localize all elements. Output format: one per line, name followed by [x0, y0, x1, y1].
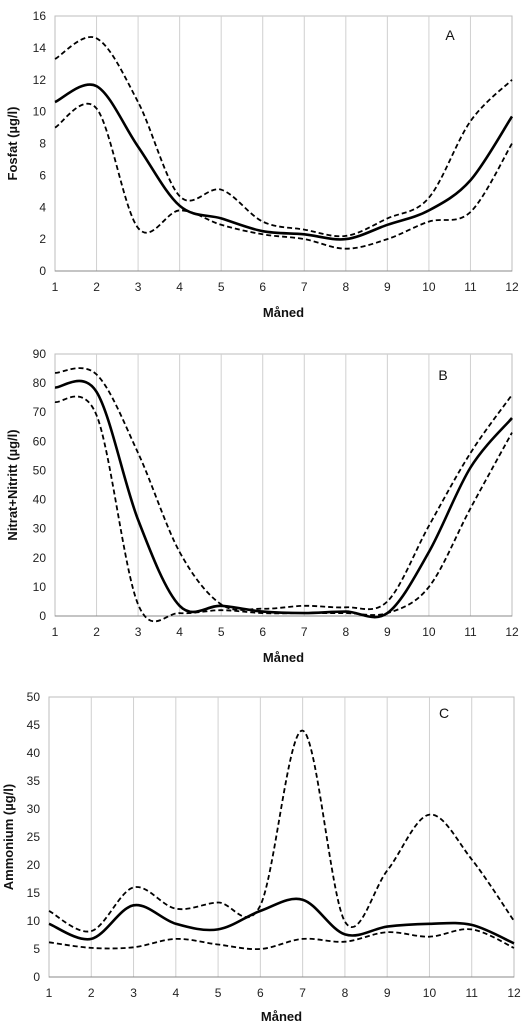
y-tick-label: 40 — [33, 493, 47, 507]
plot-area — [54, 353, 513, 617]
y-tick-label: 0 — [33, 970, 40, 984]
x-tick-label: 12 — [505, 625, 519, 639]
y-tick-label: 80 — [33, 376, 47, 390]
y-tick-label: 12 — [33, 73, 47, 87]
chart-panel-b: 1 2 3 4 5 6 7 8 9 10 11 120102030405060708090BMåned… — [5, 347, 519, 665]
panel-letter: C — [439, 705, 449, 721]
plot-area — [48, 696, 515, 978]
chart-panel-a: 1 2 3 4 5 6 7 8 9 10 11 120246810121416AMånedFosfat… — [5, 9, 519, 320]
y-tick-label: 20 — [33, 551, 47, 565]
x-tick-label: 2 — [93, 625, 100, 639]
x-tick-label: 5 — [215, 986, 222, 1000]
y-tick-label: 14 — [33, 41, 47, 55]
x-tick-label: 9 — [384, 986, 391, 1000]
x-tick-label: 8 — [342, 986, 349, 1000]
y-tick-label: 16 — [33, 9, 47, 23]
series-line-dashed-2 — [48, 928, 515, 951]
x-tick-label: 1 — [46, 986, 53, 1000]
y-tick-label: 4 — [39, 200, 46, 214]
y-tick-label: 6 — [39, 168, 46, 182]
x-tick-label: 2 — [93, 280, 100, 294]
series-line-solid-1 — [48, 897, 515, 945]
y-tick-label: 60 — [33, 434, 47, 448]
x-axis-label: Måned — [263, 650, 304, 665]
x-tick-label: 9 — [384, 625, 391, 639]
panel-letter: B — [438, 367, 447, 383]
x-axis-label: Måned — [261, 1009, 302, 1024]
x-tick-label: 8 — [342, 280, 349, 294]
y-tick-label: 35 — [27, 774, 41, 788]
y-tick-label: 25 — [27, 830, 41, 844]
y-tick-label: 20 — [27, 858, 41, 872]
x-tick-label: 4 — [176, 280, 183, 294]
y-tick-label: 50 — [33, 463, 47, 477]
x-tick-label: 11 — [465, 986, 478, 1000]
x-tick-label: 11 — [464, 625, 477, 639]
y-tick-label: 30 — [27, 802, 41, 816]
y-axis-label: Nitrat+Nitritt (µg/l) — [5, 429, 20, 540]
x-tick-label: 3 — [135, 280, 142, 294]
series-line-dashed-2 — [54, 102, 513, 250]
y-tick-label: 0 — [39, 609, 46, 623]
x-tick-label: 11 — [464, 280, 477, 294]
x-tick-label: 10 — [422, 280, 436, 294]
x-tick-label: 7 — [301, 625, 308, 639]
x-tick-label: 9 — [384, 280, 391, 294]
x-tick-label: 5 — [218, 280, 225, 294]
x-tick-label: 7 — [299, 986, 306, 1000]
y-tick-label: 40 — [27, 746, 41, 760]
x-tick-label: 6 — [257, 986, 264, 1000]
x-tick-label: 2 — [88, 986, 95, 1000]
series-line-solid-1 — [54, 83, 514, 241]
x-tick-label: 12 — [507, 986, 521, 1000]
series-line-dashed-0 — [54, 36, 513, 238]
x-tick-label: 4 — [172, 986, 179, 1000]
y-tick-label: 45 — [27, 718, 41, 732]
y-tick-label: 0 — [39, 264, 46, 278]
chart-panel-c: 1 2 3 4 5 6 7 8 9 10 11 1205101520253035404550CMåne… — [1, 690, 521, 1024]
x-axis-label: Måned — [263, 305, 304, 320]
x-tick-label: 5 — [218, 625, 225, 639]
y-tick-label: 10 — [33, 580, 47, 594]
y-tick-label: 10 — [33, 105, 47, 119]
x-tick-label: 1 — [52, 280, 59, 294]
series-line-dashed-0 — [54, 367, 513, 611]
y-axis-label: Fosfat (µg/l) — [5, 107, 20, 181]
y-tick-label: 5 — [33, 942, 40, 956]
x-tick-label: 6 — [259, 280, 266, 294]
x-tick-label: 8 — [342, 625, 349, 639]
x-tick-label: 3 — [130, 986, 137, 1000]
y-tick-label: 8 — [39, 137, 46, 151]
series-line-dashed-0 — [48, 729, 515, 933]
x-tick-label: 4 — [176, 625, 183, 639]
x-tick-label: 10 — [423, 986, 437, 1000]
y-tick-label: 50 — [27, 690, 41, 704]
x-tick-label: 6 — [259, 625, 266, 639]
x-tick-label: 3 — [135, 625, 142, 639]
x-tick-label: 7 — [301, 280, 308, 294]
y-tick-label: 70 — [33, 405, 47, 419]
x-tick-label: 1 — [52, 625, 59, 639]
x-tick-label: 10 — [422, 625, 436, 639]
y-tick-label: 10 — [27, 914, 41, 928]
y-tick-label: 30 — [33, 522, 47, 536]
y-tick-label: 2 — [39, 232, 46, 246]
y-tick-label: 90 — [33, 347, 47, 361]
y-axis-label: Ammonium (µg/l) — [1, 784, 16, 890]
y-tick-label: 15 — [27, 886, 41, 900]
x-tick-label: 12 — [505, 280, 519, 294]
series-line-dashed-2 — [54, 395, 513, 623]
panel-letter: A — [445, 27, 455, 43]
